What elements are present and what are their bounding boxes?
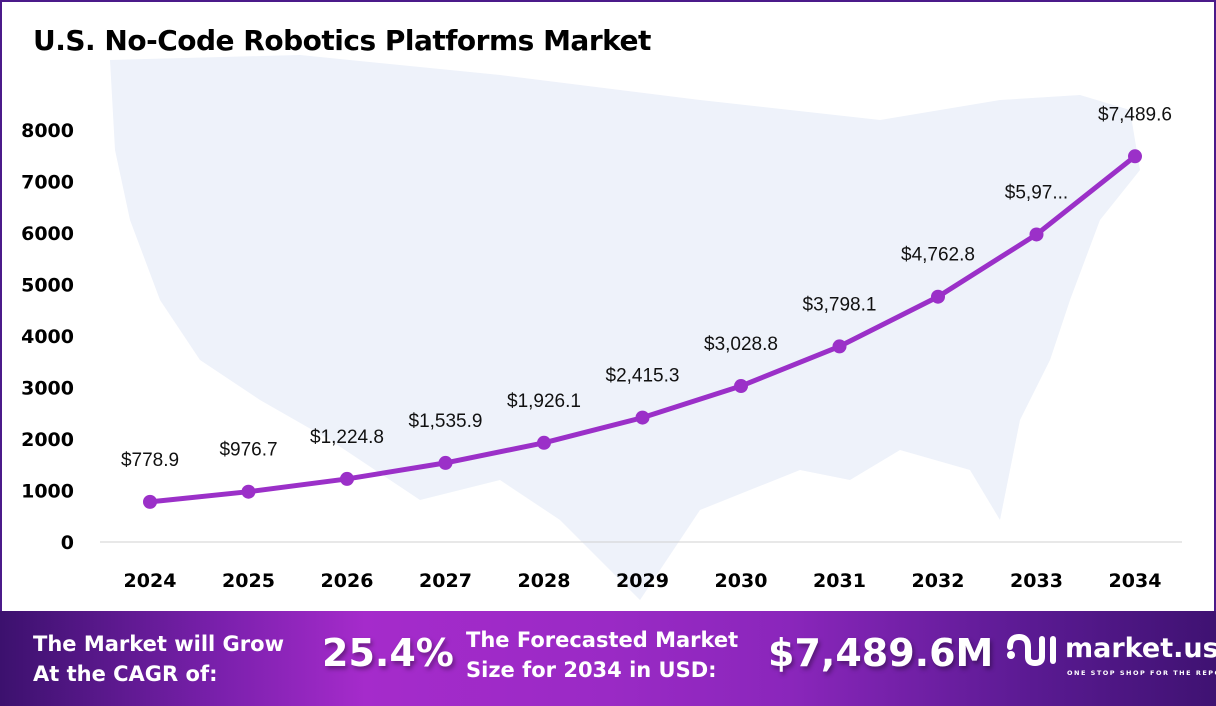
- y-tick-label: 5000: [21, 275, 74, 297]
- y-tick-label: 2000: [21, 429, 74, 451]
- chart-title: U.S. No-Code Robotics Platforms Market: [33, 24, 651, 57]
- data-label: $5,97...: [1005, 182, 1068, 203]
- x-tick-label: 2030: [715, 570, 768, 592]
- us-map-background: [110, 55, 1140, 600]
- cagr-label: The Market will Grow At the CAGR of:: [33, 629, 284, 689]
- data-label: $1,535.9: [409, 411, 483, 432]
- data-label: $4,762.8: [901, 245, 975, 266]
- y-tick-label: 8000: [21, 120, 74, 142]
- cagr-label-line1: The Market will Grow: [33, 632, 284, 656]
- data-point: [734, 379, 748, 394]
- y-tick-label: 3000: [21, 378, 74, 400]
- data-label: $2,415.3: [606, 366, 680, 387]
- x-tick-label: 2027: [419, 570, 472, 592]
- data-point: [832, 339, 847, 354]
- data-label: $1,224.8: [310, 427, 384, 448]
- data-label: $1,926.1: [507, 391, 581, 412]
- data-label: $3,028.8: [704, 334, 778, 355]
- logo-tagline: ONE STOP SHOP FOR THE REPORTS: [1067, 669, 1216, 677]
- y-tick-label: 7000: [21, 172, 74, 194]
- line-chart: 0 1000 2000 3000 4000 5000 6000 7000 8000 2024 20…: [21, 55, 1182, 600]
- y-tick-label: 1000: [21, 481, 74, 503]
- y-tick-label: 0: [61, 532, 74, 554]
- logo-name: market.us: [1065, 633, 1216, 664]
- data-point: [241, 484, 256, 499]
- y-tick-label: 4000: [21, 326, 74, 348]
- forecast-label-line1: The Forecasted Market: [466, 628, 739, 652]
- cagr-label-line2: At the CAGR of:: [33, 662, 218, 686]
- data-label: $7,489.6: [1098, 104, 1172, 125]
- footer-banner: The Market will Grow At the CAGR of: 25.…: [0, 611, 1216, 706]
- market-us-logo: market.us ONE STOP SHOP FOR THE REPORTS: [1005, 629, 1216, 677]
- data-point: [340, 471, 354, 486]
- data-point: [438, 455, 453, 470]
- x-tick-label: 2026: [321, 570, 374, 592]
- data-label: $976.7: [219, 440, 277, 461]
- data-point: [931, 289, 945, 304]
- x-tick-label: 2031: [813, 570, 866, 592]
- forecast-label: The Forecasted Market Size for 2034 in U…: [466, 625, 738, 685]
- x-tick-label: 2032: [912, 570, 965, 592]
- data-point: [635, 410, 650, 425]
- data-point: [143, 494, 157, 509]
- x-tick-label: 2034: [1109, 570, 1162, 592]
- data-label: $3,798.1: [803, 294, 877, 315]
- cagr-value: 25.4%: [322, 631, 454, 675]
- data-point: [1128, 149, 1142, 164]
- forecast-value: $7,489.6M: [768, 631, 994, 675]
- x-tick-label: 2024: [124, 570, 177, 592]
- data-label: $778.9: [121, 450, 179, 471]
- data-point: [537, 435, 551, 450]
- market-us-logo-icon: [1007, 633, 1056, 667]
- x-tick-label: 2028: [518, 570, 571, 592]
- x-tick-label: 2033: [1010, 570, 1063, 592]
- y-tick-label: 6000: [21, 223, 74, 245]
- x-tick-label: 2025: [222, 570, 275, 592]
- data-point: [1029, 227, 1044, 242]
- x-tick-label: 2029: [616, 570, 669, 592]
- forecast-label-line2: Size for 2034 in USD:: [466, 658, 717, 682]
